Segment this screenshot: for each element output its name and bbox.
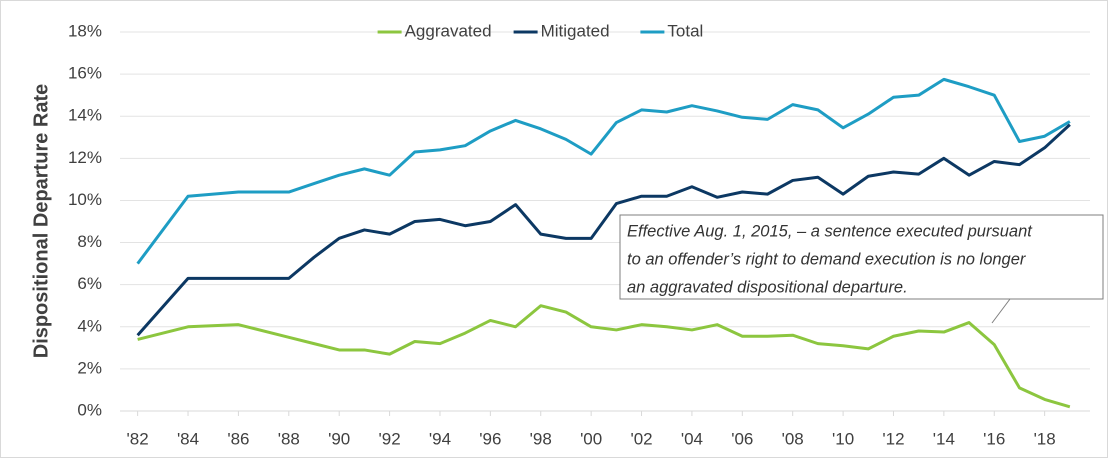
x-tick-label: '18 (1034, 429, 1056, 448)
y-tick-label: 18% (68, 21, 102, 40)
x-tick-label: '02 (630, 429, 652, 448)
y-tick-label: 2% (77, 358, 102, 377)
x-tick-label: '06 (731, 429, 753, 448)
series-line (136, 77, 1071, 265)
series-line (136, 123, 1071, 337)
x-tick-label: '96 (479, 429, 501, 448)
annotation-line: Effective Aug. 1, 2015, – a sentence exe… (627, 222, 1033, 240)
y-tick-label: 4% (77, 316, 102, 335)
annotation: Effective Aug. 1, 2015, – a sentence exe… (619, 214, 1104, 324)
annotation-line: an aggravated dispositional departure. (627, 278, 908, 296)
x-tick-label: '10 (832, 429, 854, 448)
x-tick-label: '16 (983, 429, 1005, 448)
x-tick-label: '84 (177, 429, 199, 448)
annotation-line: to an offender’s right to demand executi… (627, 250, 1027, 268)
x-tick-label: '94 (429, 429, 451, 448)
x-tick-label: '12 (882, 429, 904, 448)
y-tick-label: 6% (77, 274, 102, 293)
x-tick-label: '90 (328, 429, 350, 448)
annotation-leader (991, 298, 1011, 324)
y-tick-label: 10% (68, 190, 102, 209)
x-tick-label: '00 (580, 429, 602, 448)
y-tick-label: 8% (77, 232, 102, 251)
legend-label: Total (667, 21, 703, 40)
y-tick-label: 0% (77, 400, 102, 419)
x-tick-label: '82 (127, 429, 149, 448)
x-tick-label: '92 (379, 429, 401, 448)
legend: Aggravated Mitigated Total (377, 21, 703, 40)
legend-label: Aggravated (405, 21, 492, 40)
x-tick-label: '88 (278, 429, 300, 448)
y-tick-label: 16% (68, 64, 102, 83)
x-tick-label: '98 (530, 429, 552, 448)
x-tick-label: '86 (227, 429, 249, 448)
x-tick-label: '08 (782, 429, 804, 448)
y-tick-label: 14% (68, 106, 102, 125)
y-axis-title: Dispositional Departure Rate (30, 84, 52, 359)
legend-label: Mitigated (541, 21, 610, 40)
y-tick-label: 12% (68, 148, 102, 167)
x-tick-label: '14 (933, 429, 955, 448)
annotation-box (619, 214, 1104, 300)
lines (136, 77, 1071, 409)
series-line (137, 304, 1071, 409)
x-tick-label: '04 (681, 429, 703, 448)
